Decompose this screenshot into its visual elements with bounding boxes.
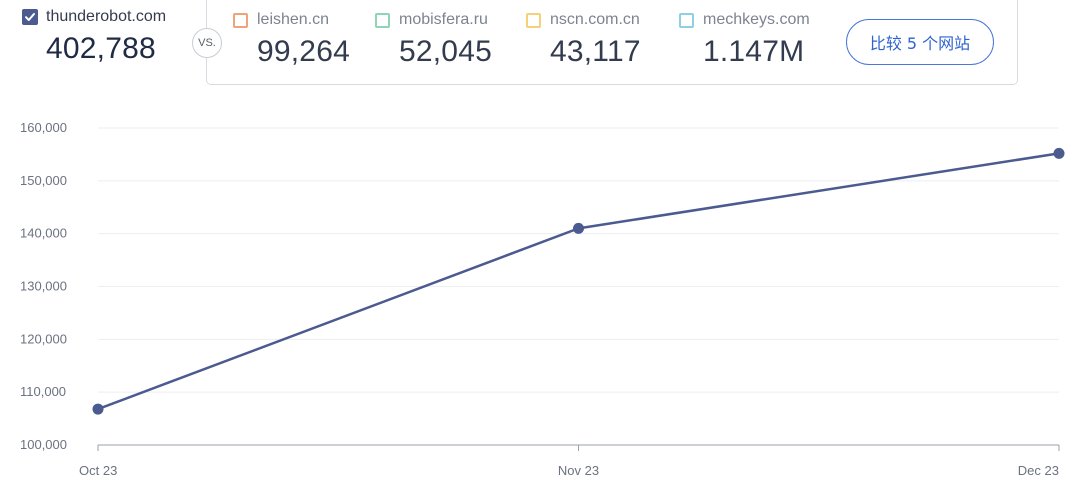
- competitor-value: 43,117: [550, 35, 641, 68]
- checkmark-icon[interactable]: [22, 9, 38, 25]
- y-tick-label: 110,000: [20, 384, 66, 399]
- competitor-value: 1.147M: [703, 35, 805, 68]
- y-tick-label: 150,000: [20, 173, 67, 188]
- x-tick-label: Nov 23: [558, 463, 599, 478]
- y-tick-label: 130,000: [20, 279, 67, 294]
- y-tick-label: 120,000: [20, 331, 67, 346]
- competitor-checkbox[interactable]: [679, 12, 694, 28]
- competitor-checkbox[interactable]: [526, 12, 541, 28]
- competitor-checkbox[interactable]: [375, 12, 390, 28]
- competitor-mechkeys: mechkeys.com 1.147M: [679, 11, 810, 69]
- compare-sites-button[interactable]: 比较 5 个网站: [846, 19, 994, 65]
- primary-site-name: thunderobot.com: [46, 8, 167, 25]
- x-tick-label: Dec 23: [1018, 463, 1059, 478]
- competitor-leishen: leishen.cn 99,264: [233, 11, 350, 69]
- vs-badge: VS.: [192, 28, 222, 58]
- x-tick-label: Oct 23: [79, 463, 117, 478]
- y-tick-label: 140,000: [20, 226, 67, 241]
- competitor-mobisfera: mobisfera.ru 52,045: [375, 11, 492, 69]
- y-tick-label: 160,000: [20, 120, 67, 135]
- competitor-name: mobisfera.ru: [399, 11, 488, 28]
- competitor-name: mechkeys.com: [703, 11, 810, 28]
- competitor-nscn: nscn.com.cn 43,117: [526, 11, 641, 69]
- primary-site-value: 402,788: [46, 32, 156, 65]
- competitors-panel: leishen.cn 99,264 mobisfera.ru 52,045 ns…: [206, 0, 1018, 85]
- data-point: [1053, 147, 1065, 159]
- competitor-checkbox[interactable]: [233, 12, 248, 28]
- primary-site: thunderobot.com 402,788: [22, 8, 166, 66]
- series-line: [97, 152, 1060, 411]
- competitor-name: leishen.cn: [257, 11, 330, 28]
- y-tick-label: 100,000: [20, 437, 67, 452]
- data-point: [573, 222, 584, 234]
- competitor-name: nscn.com.cn: [550, 11, 640, 28]
- competitor-value: 99,264: [257, 35, 350, 68]
- data-point: [92, 403, 104, 415]
- competitor-value: 52,045: [399, 35, 492, 68]
